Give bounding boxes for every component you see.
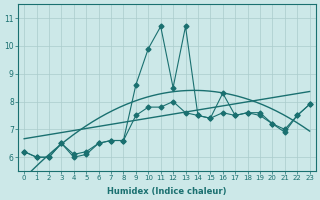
X-axis label: Humidex (Indice chaleur): Humidex (Indice chaleur) [107, 187, 227, 196]
